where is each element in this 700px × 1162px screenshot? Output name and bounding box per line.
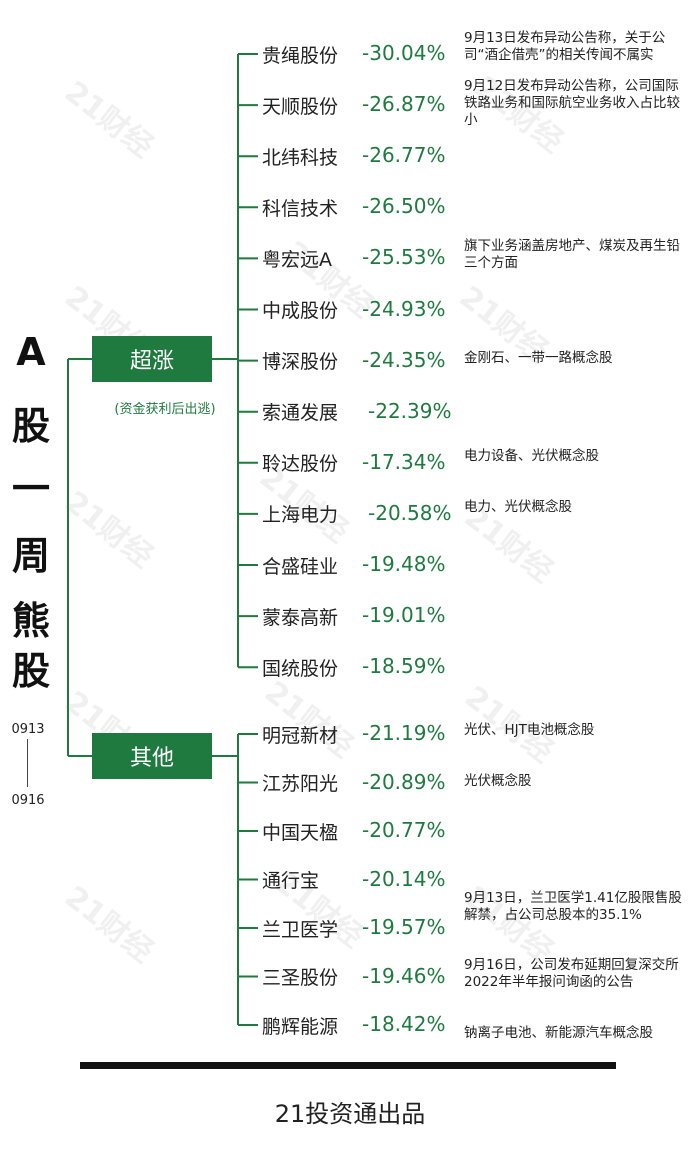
stock-name: 国统股份 — [262, 657, 339, 680]
stock-change: -20.14% — [362, 866, 446, 891]
stock-change: -19.46% — [362, 963, 446, 988]
stock-name: 粤宏远A — [262, 248, 332, 271]
stock-change: -19.48% — [362, 552, 446, 576]
title-char: 熊 — [11, 599, 50, 643]
stock-change: -20.89% — [362, 769, 446, 794]
stock-description: 电力、光伏概念股 — [464, 499, 572, 515]
stock-name: 索通发展 — [262, 402, 339, 425]
date-end: 0916 — [11, 793, 45, 808]
stock-change: -24.93% — [362, 296, 446, 321]
stock-row: 合盛硅业 — [262, 550, 338, 580]
stock-change: -24.35% — [362, 347, 446, 372]
category-overbought: 超涨 — [92, 336, 212, 382]
stock-row: 科信技术 — [262, 192, 338, 222]
stock-name: 合盛硅业 — [262, 555, 339, 578]
stock-row: 三圣股份 — [262, 962, 338, 992]
stock-change: -20.77% — [362, 818, 446, 842]
stock-description: 9月12日发布异动公告称，公司国际铁路业务和国际航空业务收入占比较小 — [464, 78, 680, 128]
stock-change: -21.19% — [362, 721, 446, 745]
stock-change: -26.87% — [362, 92, 446, 117]
stock-description: 金刚石、一带一路概念股 — [464, 350, 613, 366]
category-note: (资金获利后出逃) — [114, 402, 216, 417]
stock-name: 兰卫医学 — [262, 918, 339, 941]
stock-row: 蒙泰高新 — [262, 601, 338, 631]
stock-row: 中国天楹 — [262, 816, 338, 846]
stock-name: 三圣股份 — [262, 967, 339, 989]
stock-description: 旗下业务涵盖房地产、煤炭及再生铅三个方面 — [464, 238, 680, 271]
title-char: A — [16, 330, 46, 374]
stock-name: 明冠新材 — [262, 724, 339, 747]
title-char: 周 — [11, 534, 50, 578]
stock-description: 钠离子电池、新能源汽车概念股 — [464, 1025, 653, 1041]
stock-name: 江苏阳光 — [262, 773, 339, 795]
stock-change: -25.53% — [362, 245, 446, 270]
stock-row: 中成股份 — [262, 295, 338, 325]
stock-change: -19.57% — [362, 915, 446, 939]
stock-name: 北纬科技 — [262, 146, 339, 169]
stock-row: 索通发展 — [262, 397, 338, 427]
stock-change: -20.58% — [368, 500, 452, 525]
stock-row: 粤宏远A — [262, 243, 332, 273]
stock-name: 贵绳股份 — [262, 44, 339, 67]
stock-change: -18.42% — [362, 1012, 446, 1036]
stock-description: 电力设备、光伏概念股 — [464, 448, 599, 464]
stock-row: 博深股份 — [262, 346, 338, 376]
stock-row: 国统股份 — [262, 652, 338, 682]
stock-change: -26.77% — [362, 143, 446, 168]
stock-name: 博深股份 — [262, 351, 339, 374]
stock-row: 天顺股份 — [262, 90, 338, 120]
title-char: 股 — [11, 404, 50, 448]
stock-name: 通行宝 — [262, 870, 320, 892]
stock-change: -22.39% — [368, 398, 452, 423]
footer-credit: 21投资通出品 — [274, 1100, 426, 1128]
title-char: 一 — [11, 467, 50, 511]
stock-name: 中国天楹 — [262, 821, 339, 844]
stock-name: 科信技术 — [262, 197, 339, 220]
date-range-line — [27, 739, 28, 787]
stock-row: 明冠新材 — [262, 719, 338, 749]
stock-row: 贵绳股份 — [262, 39, 338, 69]
stock-change: -26.50% — [362, 194, 446, 219]
stock-name: 天顺股份 — [262, 95, 339, 118]
stock-change: -17.34% — [362, 449, 446, 474]
stock-row: 聆达股份 — [262, 448, 338, 478]
stock-name: 蒙泰高新 — [262, 606, 339, 629]
footer-divider — [80, 1062, 616, 1069]
stock-description: 9月13日发布异动公告称，关于公司“酒企借壳”的相关传闻不属实 — [464, 30, 666, 63]
stock-description: 9月16日，公司发布延期回复深交所2022年半年报问询函的公告 — [464, 957, 679, 990]
title-char: 股 — [11, 649, 50, 693]
stock-description: 9月13日，兰卫医学1.41亿股限售股解禁，占公司总股本的35.1% — [464, 890, 682, 923]
stock-row: 江苏阳光 — [262, 768, 338, 798]
stock-change: -18.59% — [362, 654, 446, 679]
date-start: 0913 — [11, 722, 45, 737]
stock-name: 鹏辉能源 — [262, 1015, 339, 1038]
stock-name: 中成股份 — [262, 300, 339, 322]
stock-row: 北纬科技 — [262, 141, 338, 171]
stock-row: 通行宝 — [262, 865, 319, 895]
stock-change: -19.01% — [362, 603, 446, 628]
stock-name: 上海电力 — [262, 504, 339, 527]
stock-name: 聆达股份 — [262, 453, 339, 476]
stock-row: 上海电力 — [262, 499, 338, 529]
stock-change: -30.04% — [362, 41, 446, 65]
stock-description: 光伏、HJT电池概念股 — [464, 722, 595, 738]
stock-description: 光伏概念股 — [464, 773, 532, 789]
stock-row: 兰卫医学 — [262, 913, 338, 943]
stock-row: 鹏辉能源 — [262, 1010, 338, 1040]
category-other: 其他 — [92, 733, 212, 779]
